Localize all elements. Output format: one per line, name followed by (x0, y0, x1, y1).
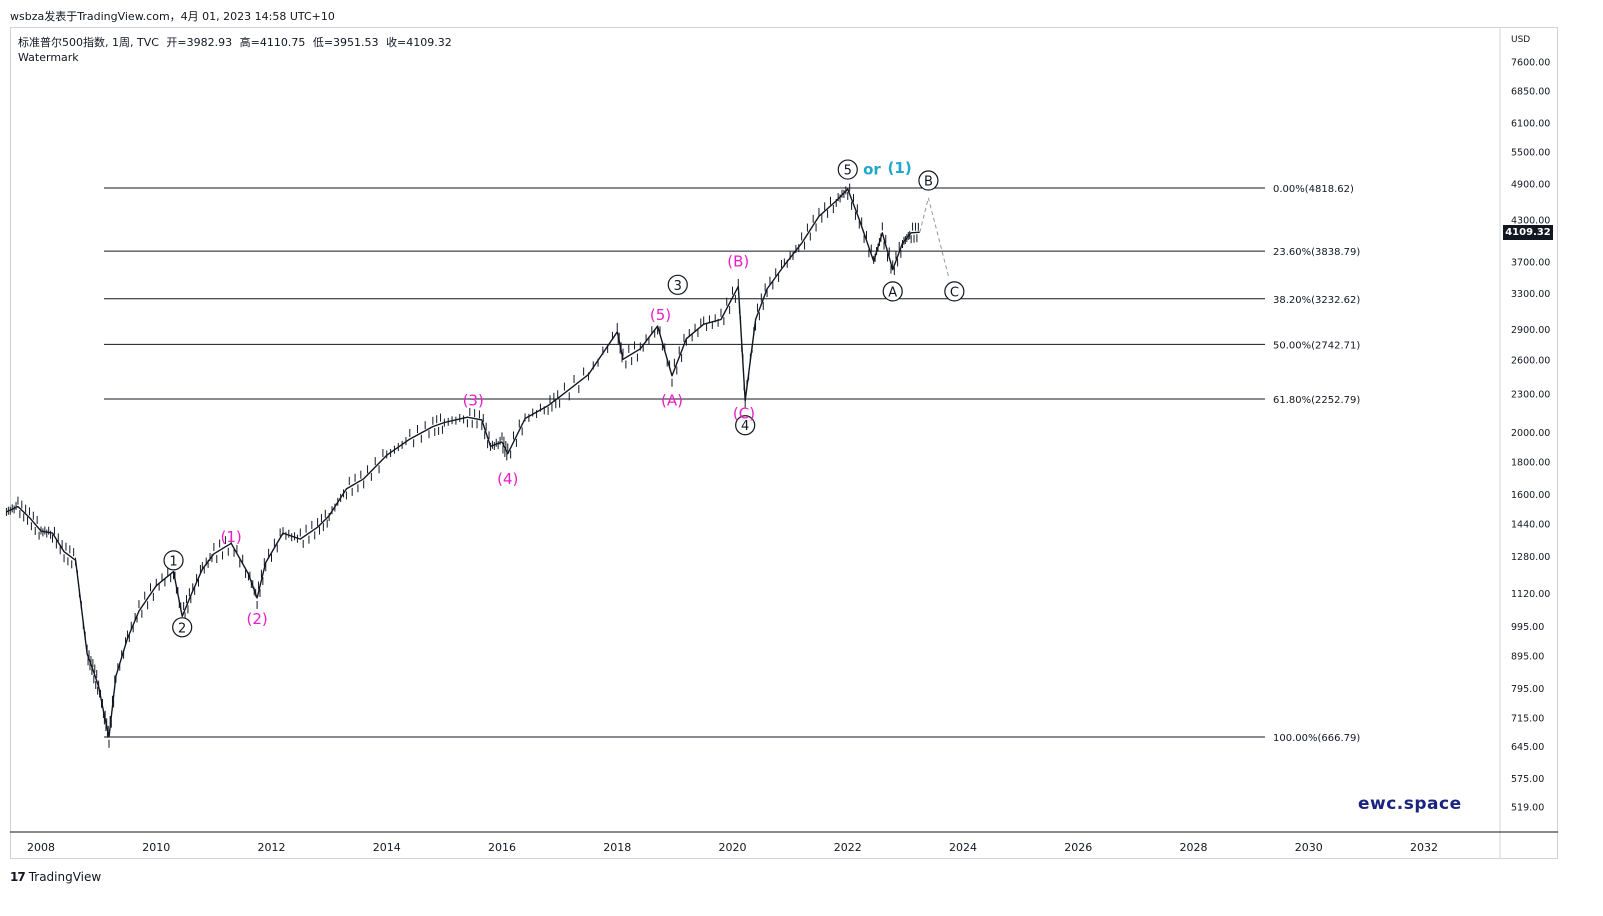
y-tick-label: 715.00 (1511, 714, 1544, 725)
wave-label: 5 (844, 164, 852, 179)
wave-labels: 1 2 3 4 5 B A C (1) (2) (3) (4) (5) (A) (B) (C) or (1) (163, 159, 965, 638)
y-tick-label: 1120.00 (1511, 589, 1550, 600)
x-tick-label: 2022 (834, 841, 862, 854)
wave-label: (B) (727, 252, 749, 270)
x-tick-label: 2010 (142, 841, 170, 854)
y-tick-label: 3700.00 (1511, 257, 1550, 268)
y-tick-label: 645.00 (1511, 742, 1544, 753)
wave-label: 2 (178, 621, 186, 636)
open-value: 开=3982.93 (166, 36, 233, 49)
x-tick-label: 2032 (1410, 841, 1438, 854)
symbol-name[interactable]: 标准普尔500指数, 1周, TVC (18, 36, 159, 49)
publisher-line: wsbza发表于TradingView.com，4月 01, 2023 14:5… (10, 10, 335, 23)
fib-retracement[interactable]: 0.00%(4818.62) 23.60%(3838.79) 38.20%(3232… (104, 184, 1360, 744)
wave-circle (163, 550, 184, 571)
x-tick-label: 2018 (603, 841, 631, 854)
wave-label: 1 (169, 554, 177, 569)
wave-label: (3) (463, 392, 484, 410)
y-tick-label: 1280.00 (1511, 552, 1550, 563)
y-tick-label: 5500.00 (1511, 147, 1550, 158)
y-tick-label: 2000.00 (1511, 428, 1550, 439)
y-tick-label: 7600.00 (1511, 58, 1550, 69)
fib-label: 61.80%(2252.79) (1273, 395, 1360, 406)
wave-circle (918, 170, 939, 191)
x-tick-label: 2014 (373, 841, 401, 854)
wave-label: (C) (733, 404, 755, 422)
y-tick-label: 895.00 (1511, 651, 1544, 662)
wave-label: C (950, 285, 959, 300)
wave-label: (A) (661, 392, 683, 410)
fib-label: 100.00%(666.79) (1273, 733, 1360, 744)
close-value: 收=4109.32 (386, 36, 452, 49)
x-tick-label: 2008 (27, 841, 55, 854)
wave-label: 4 (741, 419, 749, 434)
x-tick-label: 2030 (1295, 841, 1323, 854)
fib-label: 50.00%(2742.71) (1273, 340, 1360, 351)
watermark-legend: Watermark (18, 51, 79, 64)
y-tick-label: 4900.00 (1511, 179, 1550, 190)
y-tick-label: 6100.00 (1511, 119, 1550, 130)
wave-label: (5) (650, 306, 671, 324)
high-value: 高=4110.75 (239, 36, 306, 49)
x-tick-label: 2012 (258, 841, 286, 854)
y-tick-label: 519.00 (1511, 803, 1544, 814)
x-tick-label: 2028 (1180, 841, 1208, 854)
wave-circle (944, 281, 965, 302)
y-tick-label: 795.00 (1511, 684, 1544, 695)
wave-circle (735, 415, 756, 436)
wave-circle (172, 617, 193, 638)
wave-label: (1) (888, 159, 912, 177)
y-tick-label: 1440.00 (1511, 519, 1550, 530)
price-line (6, 188, 920, 738)
x-tick-label: 2026 (1064, 841, 1092, 854)
fib-label: 23.60%(3838.79) (1273, 247, 1360, 258)
y-tick-label: 2300.00 (1511, 389, 1550, 400)
footer: 17 TradingView (10, 870, 101, 884)
chart-frame (10, 27, 1558, 859)
wave-circle (882, 281, 903, 302)
price-axis[interactable]: USD 7600.00 6850.00 6100.00 5500.00 4900.00 43… (1511, 35, 1550, 814)
y-tick-label: 6850.00 (1511, 86, 1550, 97)
x-tick-label: 2024 (949, 841, 977, 854)
symbol-legend: 标准普尔500指数, 1周, TVC 开=3982.93 高=4110.75 低… (18, 34, 456, 50)
wave-label: (1) (221, 528, 242, 546)
y-tick-label: 4300.00 (1511, 216, 1550, 227)
wave-circle (837, 159, 858, 180)
y-tick-label: 1600.00 (1511, 490, 1550, 501)
wave-label: (2) (246, 610, 267, 628)
tradingview-name[interactable]: TradingView (28, 870, 102, 884)
x-tick-label: 2020 (719, 841, 747, 854)
y-tick-label: 3300.00 (1511, 289, 1550, 300)
fib-label: 38.20%(3232.62) (1273, 295, 1360, 306)
x-tick-label: 2016 (488, 841, 516, 854)
y-tick-label: 2600.00 (1511, 355, 1550, 366)
wave-label: (4) (497, 470, 518, 488)
projection-path (919, 197, 950, 277)
y-tick-label: 575.00 (1511, 774, 1544, 785)
fib-label: 0.00%(4818.62) (1273, 184, 1354, 195)
low-value: 低=3951.53 (312, 36, 379, 49)
last-price-tag: 4109.32 (1503, 225, 1553, 240)
time-axis[interactable]: 2008 2010 2012 2014 2016 2018 2020 2022 2024 2026… (27, 841, 1438, 854)
y-tick-label: 995.00 (1511, 622, 1544, 633)
tradingview-logo-icon[interactable]: 17 (10, 870, 26, 884)
wave-label: B (924, 175, 933, 190)
y-tick-label: 2900.00 (1511, 325, 1550, 336)
y-tick-label: 1800.00 (1511, 457, 1550, 468)
wave-label: 3 (674, 279, 682, 294)
currency-label: USD (1511, 35, 1530, 45)
price-series (5, 183, 950, 748)
wave-label: A (888, 285, 897, 300)
wave-label: or (863, 161, 881, 179)
wave-circle (667, 274, 688, 295)
brand-watermark: ewc.space (1358, 794, 1462, 814)
